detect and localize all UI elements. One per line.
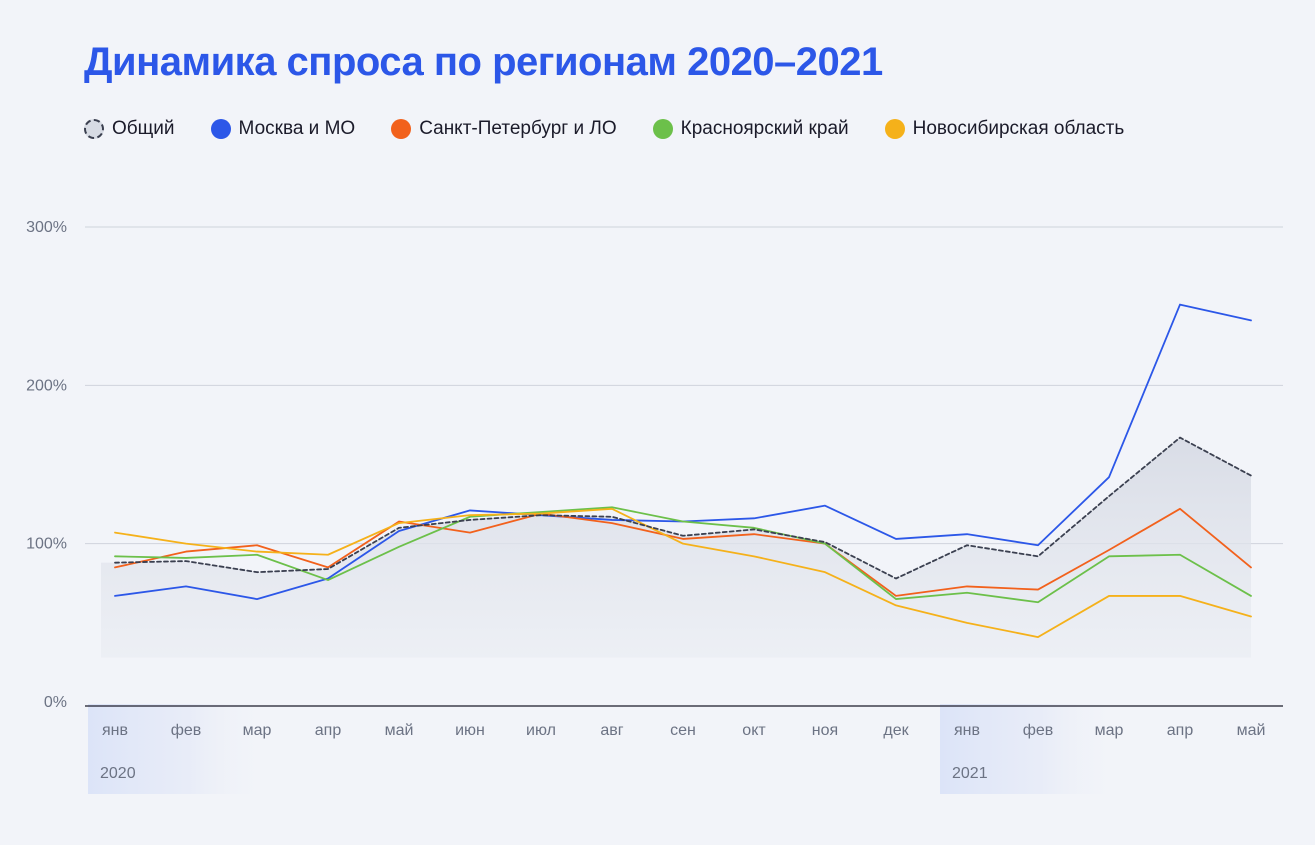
x-tick-label: июл [526, 722, 556, 739]
legend-marker-moscow [210, 119, 231, 139]
year-label-2021: 2021 [952, 765, 988, 782]
x-tick-label: фев [1023, 722, 1054, 739]
legend-label-spb: Санкт-Петербург и ЛО [419, 118, 617, 139]
x-tick-label: апр [315, 722, 342, 739]
legend-marker-total [84, 119, 104, 139]
year-band-2021 [940, 704, 1125, 794]
x-tick-label: дек [883, 722, 909, 739]
legend-label-moscow: Москва и МО [238, 118, 356, 139]
year-bands: 2020 2021 [88, 704, 1125, 794]
x-tick-label: мар [1095, 722, 1124, 739]
legend-marker-novosibirsk [884, 119, 905, 139]
axes: янв фев мар апр май июн июл авг сен окт ноя дек янв ф… [85, 705, 1283, 739]
x-tick-label: фев [171, 722, 202, 739]
x-tick-label: сен [670, 722, 696, 739]
y-tick-label: 0% [44, 694, 67, 711]
y-tick-label: 100% [26, 536, 67, 553]
year-label-2020: 2020 [100, 765, 136, 782]
legend-marker-krasnoyarsk [652, 119, 673, 139]
chart-title: Динамика спроса по регионам 2020–2021 [84, 40, 883, 84]
x-tick-label: май [385, 722, 414, 739]
legend-item-total: Общий [84, 118, 175, 140]
y-tick-label: 300% [26, 219, 67, 236]
x-tick-label: май [1237, 722, 1266, 739]
legend-item-krasnoyarsk: Красноярский край [652, 118, 849, 140]
x-tick-label: июн [455, 722, 485, 739]
x-tick-label: авг [600, 722, 623, 739]
year-band-2020 [88, 704, 273, 794]
legend-label-krasnoyarsk: Красноярский край [680, 118, 849, 139]
y-tick-label: 200% [26, 377, 67, 394]
chart-legend: Общий Москва и МО Санкт-Петербург и ЛО К… [84, 118, 1160, 140]
legend-label-novosibirsk: Новосибирская область [912, 118, 1125, 139]
legend-item-spb: Санкт-Петербург и ЛО [391, 118, 617, 140]
legend-item-novosibirsk: Новосибирская область [884, 118, 1125, 140]
legend-label-total: Общий [112, 118, 175, 139]
x-tick-label: окт [742, 722, 766, 739]
series-lines [114, 303, 1252, 638]
x-tick-label: янв [102, 722, 128, 739]
legend-marker-spb [391, 119, 412, 139]
x-tick-label: ноя [812, 722, 838, 739]
legend-item-moscow: Москва и МО [210, 118, 356, 140]
x-tick-label: апр [1167, 722, 1194, 739]
total-area-fill [101, 437, 1251, 658]
x-tick-label: мар [243, 722, 272, 739]
total-area [101, 437, 1251, 658]
x-tick-label: янв [954, 722, 980, 739]
